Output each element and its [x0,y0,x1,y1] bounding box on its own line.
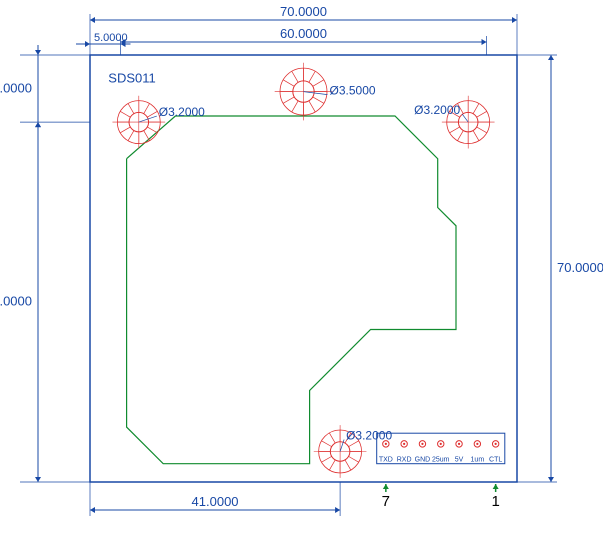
dim-corner: 5.0000 [94,32,128,44]
dim-top-outer: 70.0000 [90,4,517,23]
dim-right: 70.0000 [548,55,603,482]
pin-label: GND [415,457,431,464]
pin-label: 1um [471,457,485,464]
pin-label: CTL [489,457,502,464]
hole-dia-label: Ø3.2000 [159,105,205,119]
pin-index-1: 1 [491,493,499,510]
pin-index-7: 7 [382,493,390,510]
hole-dia-label: Ø3.5000 [330,84,376,98]
mounting-hole-tc: Ø3.5000 [275,63,376,121]
svg-text:41.0000: 41.0000 [192,494,239,509]
svg-text:55.0000: 55.0000 [0,293,32,308]
part-label: SDS011 [108,70,155,85]
pin-label: TXD [379,457,393,464]
pin-label: RXD [397,457,412,464]
keepout-polygon [127,116,456,464]
svg-text:70.0000: 70.0000 [557,260,603,275]
hole-dia-label: Ø3.2000 [414,103,460,117]
svg-text:70.0000: 70.0000 [280,4,327,19]
pin-label: 5V [455,457,464,464]
dim-bottom: 41.0000 [90,494,340,513]
pin-header: TXD RXDGND25um 5V 1um CTL [377,433,505,464]
dim-top-inner: 60.0000 [121,26,487,45]
mounting-hole-tl: Ø3.2000 [112,96,205,149]
svg-text:60.0000: 60.0000 [280,26,327,41]
drawing-svg: SDS011Ø3.2000Ø3.5000Ø3.2000Ø3.2000TXDRXD… [0,0,603,548]
mounting-hole-tr: Ø3.2000 [414,96,494,149]
pcb-mechanical-drawing: SDS011Ø3.2000Ø3.5000Ø3.2000Ø3.2000TXDRXD… [0,0,603,548]
dim-left-lower: 55.0000 [0,122,41,482]
pin-label: 25um [432,457,450,464]
dim-left-upper: 11.0000 [0,81,32,96]
